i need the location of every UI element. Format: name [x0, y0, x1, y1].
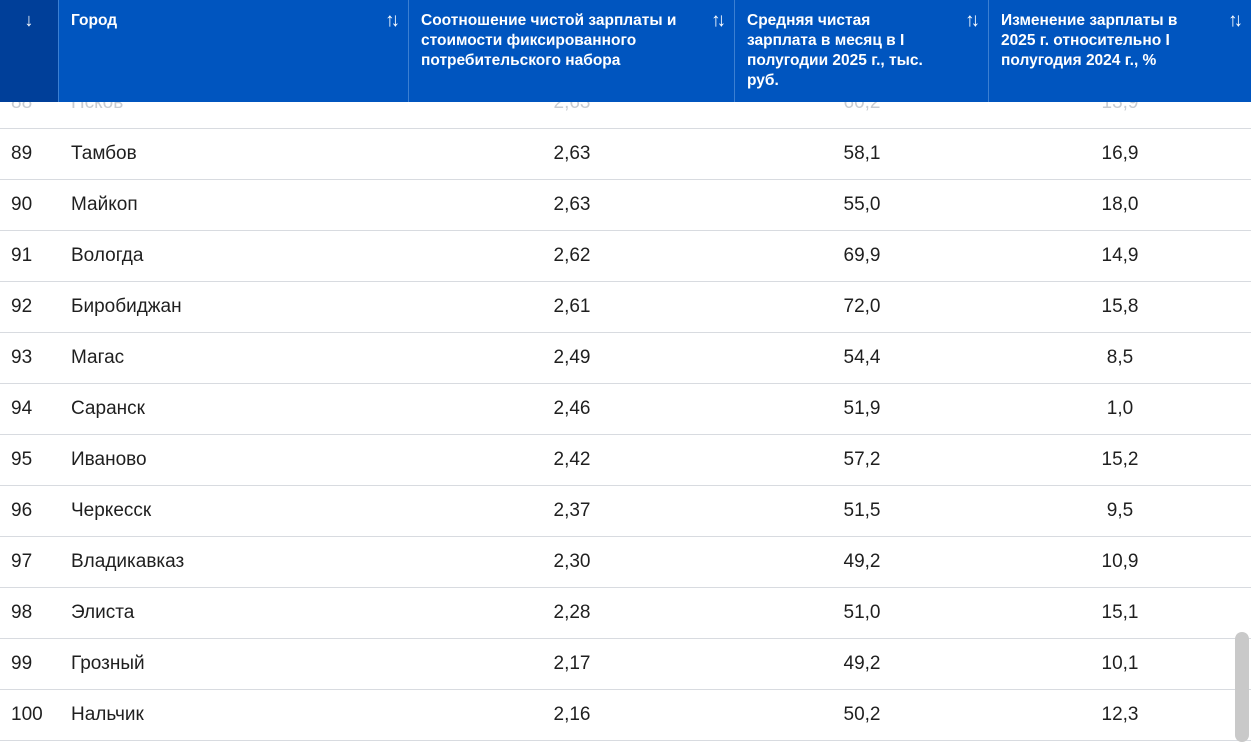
change-cell: 18,0	[1101, 194, 1139, 215]
rank-column-header[interactable]: ↓	[0, 0, 59, 102]
ratio-cell: 2,63	[553, 143, 591, 164]
sort-icon[interactable]: ↑↓	[1228, 10, 1243, 31]
table-row: 98 Элиста 2,28 51,0 15,1	[0, 588, 1251, 639]
sort-icon[interactable]: ↑↓	[965, 10, 980, 31]
ratio-column-label: Соотношение чистой зарплаты и стоимости …	[421, 12, 677, 69]
change-cell: 16,9	[1101, 143, 1139, 164]
change-cell: 8,5	[1106, 347, 1134, 368]
city-cell: Вологда	[71, 245, 144, 266]
salary-cell: 57,2	[843, 449, 881, 470]
salary-cell: 49,2	[843, 653, 881, 674]
sort-icon[interactable]: ↑↓	[711, 10, 726, 31]
salary-column-header[interactable]: Средняя чистая зарплата в месяц в I полу…	[735, 0, 989, 102]
change-cell: 1,0	[1106, 398, 1134, 419]
city-cell: Элиста	[71, 602, 135, 623]
table-row: 89 Тамбов 2,63 58,1 16,9	[0, 129, 1251, 180]
rank-cell: 95	[11, 449, 33, 470]
change-column-label: Изменение зарплаты в 2025 г. относительн…	[1001, 12, 1178, 69]
rank-cell: 100	[11, 704, 43, 725]
city-cell: Нальчик	[71, 704, 144, 725]
sort-descending-icon[interactable]: ↓	[24, 10, 34, 30]
city-column-label: Город	[71, 12, 118, 29]
salary-cell: 49,2	[843, 551, 881, 572]
change-cell: 9,5	[1106, 500, 1134, 521]
rank-cell: 96	[11, 500, 33, 521]
city-cell: Магас	[71, 347, 125, 368]
vertical-scrollbar-thumb[interactable]	[1235, 632, 1249, 742]
salary-cell: 51,0	[843, 602, 881, 623]
rank-cell: 99	[11, 653, 33, 674]
salary-cell: 58,1	[843, 143, 881, 164]
change-cell: 15,1	[1101, 602, 1139, 623]
table-row: 95 Иваново 2,42 57,2 15,2	[0, 435, 1251, 486]
salary-cell: 55,0	[843, 194, 881, 215]
table-row: 94 Саранск 2,46 51,9 1,0	[0, 384, 1251, 435]
city-column-header[interactable]: Город ↑↓	[59, 0, 409, 102]
salary-cell: 72,0	[843, 296, 881, 317]
city-cell: Владикавказ	[71, 551, 185, 572]
ratio-cell: 2,62	[553, 245, 591, 266]
table-row: 100 Нальчик 2,16 50,2 12,3	[0, 690, 1251, 741]
table-row: 96 Черкесск 2,37 51,5 9,5	[0, 486, 1251, 537]
ratio-cell: 2,30	[553, 551, 591, 572]
change-cell: 12,3	[1101, 704, 1139, 725]
ratio-column-header[interactable]: Соотношение чистой зарплаты и стоимости …	[409, 0, 735, 102]
salary-cell: 69,9	[843, 245, 881, 266]
ratio-cell: 2,17	[553, 653, 591, 674]
city-cell: Саранск	[71, 398, 145, 419]
rank-cell: 90	[11, 194, 33, 215]
table-row: 92 Биробиджан 2,61 72,0 15,8	[0, 282, 1251, 333]
change-cell: 10,1	[1101, 653, 1139, 674]
table-body: 88 Псков 2,63 60,2 13,9 89 Тамбов 2,63 5…	[0, 78, 1251, 741]
salary-cell: 50,2	[843, 704, 881, 725]
ratio-cell: 2,61	[553, 296, 591, 317]
change-cell: 10,9	[1101, 551, 1139, 572]
ratio-cell: 2,49	[553, 347, 591, 368]
table-row: 90 Майкоп 2,63 55,0 18,0	[0, 180, 1251, 231]
city-cell: Биробиджан	[71, 296, 182, 317]
table-row: 91 Вологда 2,62 69,9 14,9	[0, 231, 1251, 282]
rank-cell: 89	[11, 143, 33, 164]
rank-cell: 97	[11, 551, 33, 572]
change-cell: 14,9	[1101, 245, 1139, 266]
change-cell: 15,8	[1101, 296, 1139, 317]
salary-cell: 51,5	[843, 500, 881, 521]
city-cell: Тамбов	[71, 143, 137, 164]
rank-cell: 91	[11, 245, 33, 266]
city-cell: Иваново	[71, 449, 147, 470]
rank-cell: 93	[11, 347, 33, 368]
rank-cell: 92	[11, 296, 33, 317]
ratio-cell: 2,16	[553, 704, 591, 725]
salary-cell: 54,4	[843, 347, 881, 368]
table-row: 93 Магас 2,49 54,4 8,5	[0, 333, 1251, 384]
ratio-cell: 2,37	[553, 500, 591, 521]
city-cell: Черкесск	[71, 500, 152, 521]
ratio-cell: 2,28	[553, 602, 591, 623]
ratio-cell: 2,42	[553, 449, 591, 470]
ratio-cell: 2,46	[553, 398, 591, 419]
ratio-cell: 2,63	[553, 194, 591, 215]
salary-column-label: Средняя чистая зарплата в месяц в I полу…	[747, 12, 923, 89]
rank-cell: 94	[11, 398, 33, 419]
salary-cell: 51,9	[843, 398, 881, 419]
rank-cell: 98	[11, 602, 33, 623]
change-cell: 15,2	[1101, 449, 1139, 470]
table-header: ↓ Город ↑↓ Соотношение чистой зарплаты и…	[0, 0, 1251, 102]
table-row: 99 Грозный 2,17 49,2 10,1	[0, 639, 1251, 690]
table-row: 97 Владикавказ 2,30 49,2 10,9	[0, 537, 1251, 588]
city-cell: Майкоп	[71, 194, 138, 215]
city-cell: Грозный	[71, 653, 145, 674]
sort-icon[interactable]: ↑↓	[385, 10, 400, 31]
change-column-header[interactable]: Изменение зарплаты в 2025 г. относительн…	[989, 0, 1251, 102]
